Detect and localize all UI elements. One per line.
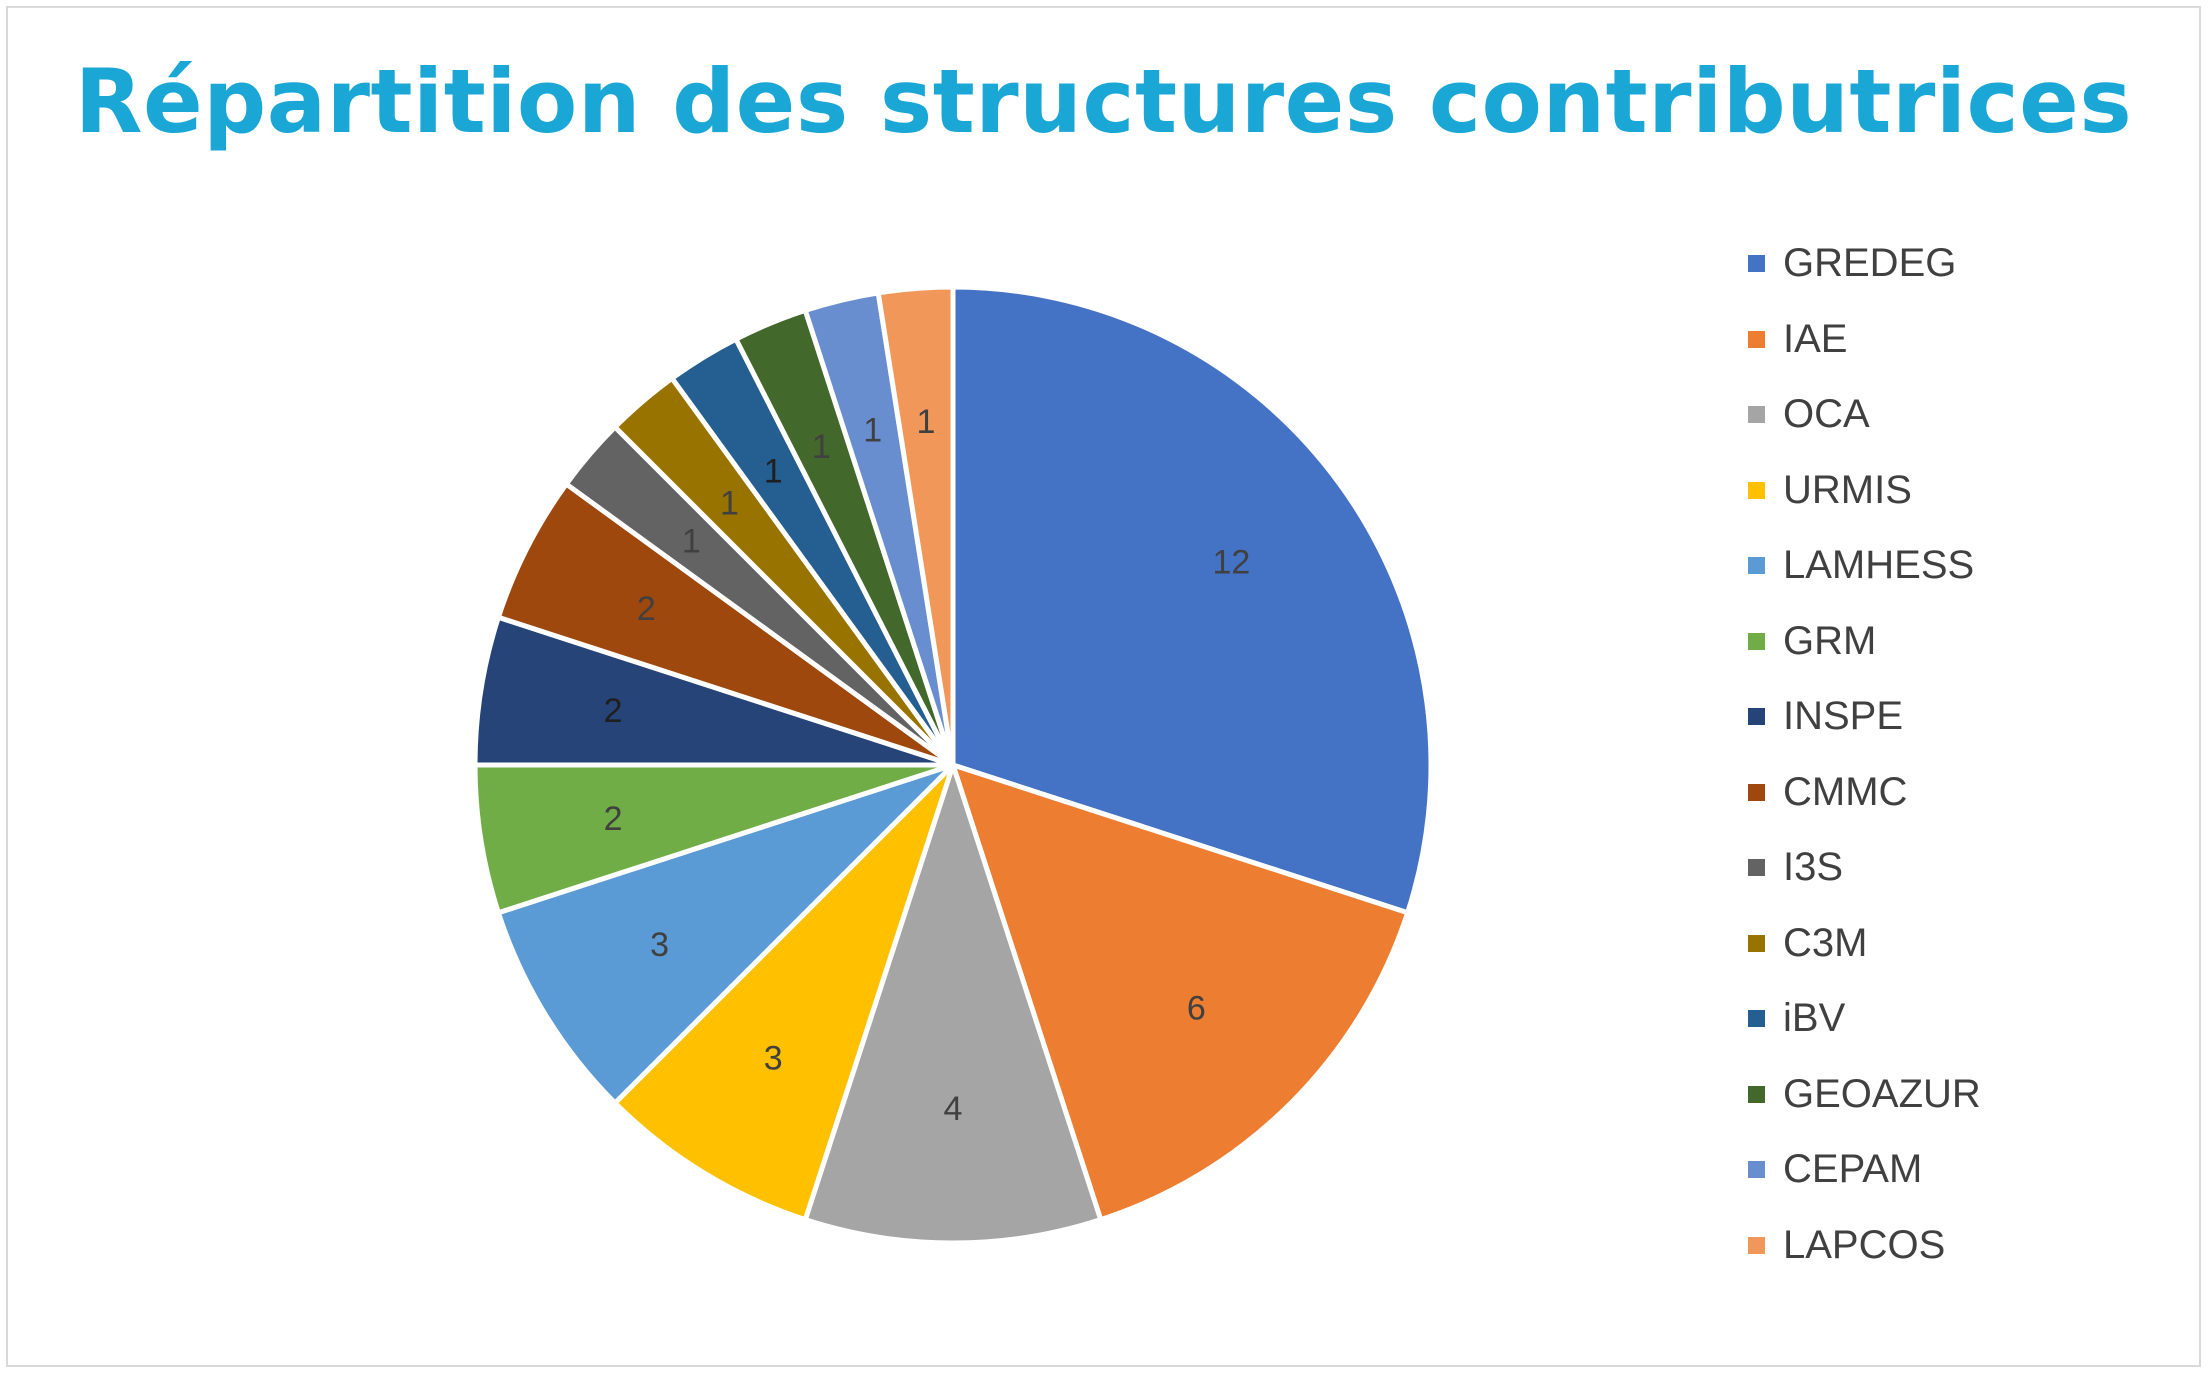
legend-swatch bbox=[1748, 406, 1765, 424]
data-label-lapcos: 1 bbox=[917, 403, 936, 441]
legend-item-cepam: CEPAM bbox=[1748, 1132, 1981, 1208]
data-label-ibv: 1 bbox=[764, 453, 783, 491]
legend-label: LAPCOS bbox=[1783, 1222, 1946, 1267]
legend-item-lamhess: LAMHESS bbox=[1748, 528, 1981, 604]
pie-slice-lapcos bbox=[875, 284, 956, 768]
data-label-c3m: 1 bbox=[720, 484, 739, 522]
legend-item-ibv: iBV bbox=[1748, 981, 1981, 1057]
pie-slice-urmis bbox=[612, 762, 956, 1223]
legend-label: CMMC bbox=[1783, 769, 1908, 814]
legend-swatch bbox=[1748, 1085, 1765, 1103]
legend-label: URMIS bbox=[1783, 467, 1912, 512]
data-label-i3s: 1 bbox=[682, 522, 701, 560]
legend-item-gredeg: GREDEG bbox=[1748, 226, 1981, 302]
legend-label: GEOAZUR bbox=[1783, 1071, 1981, 1116]
pie-slice-cmmc bbox=[495, 481, 956, 768]
legend-item-grm: GRM bbox=[1748, 604, 1981, 680]
data-label-gredeg: 12 bbox=[1213, 544, 1251, 582]
data-label-cepam: 1 bbox=[863, 411, 882, 449]
legend-item-iae: IAE bbox=[1748, 302, 1981, 378]
data-label-lamhess: 3 bbox=[650, 926, 669, 964]
legend-label: INSPE bbox=[1783, 694, 1904, 739]
legend-swatch bbox=[1748, 783, 1765, 801]
chart-title: Répartition des structures contributrice… bbox=[74, 50, 2133, 153]
legend-swatch bbox=[1748, 1161, 1765, 1179]
pie-slice-iae bbox=[950, 762, 1411, 1223]
legend-item-i3s: I3S bbox=[1748, 830, 1981, 906]
pie-slice-oca bbox=[802, 762, 1104, 1246]
legend-label: OCA bbox=[1783, 392, 1870, 437]
legend-label: GREDEG bbox=[1783, 241, 1957, 286]
data-label-urmis: 3 bbox=[764, 1039, 783, 1077]
legend-item-c3m: C3M bbox=[1748, 906, 1981, 982]
legend-label: C3M bbox=[1783, 920, 1868, 965]
data-label-iae: 6 bbox=[1187, 989, 1206, 1027]
legend-swatch bbox=[1748, 1010, 1765, 1028]
legend-label: I3S bbox=[1783, 845, 1844, 890]
legend-swatch bbox=[1748, 859, 1765, 877]
legend-swatch bbox=[1748, 632, 1765, 650]
legend-swatch bbox=[1748, 481, 1765, 499]
legend-item-geoazur: GEOAZUR bbox=[1748, 1057, 1981, 1133]
legend-swatch bbox=[1748, 330, 1765, 348]
legend-label: IAE bbox=[1783, 316, 1848, 361]
legend-item-cmmc: CMMC bbox=[1748, 755, 1981, 831]
legend-item-oca: OCA bbox=[1748, 377, 1981, 453]
legend-label: iBV bbox=[1783, 996, 1846, 1041]
legend-swatch bbox=[1748, 255, 1765, 273]
legend-swatch bbox=[1748, 557, 1765, 575]
pie-slice-grm bbox=[472, 762, 956, 916]
pie-slice-gredeg bbox=[950, 284, 1434, 916]
data-label-grm: 2 bbox=[604, 800, 623, 838]
legend: GREDEG IAE OCA URMIS LAMHESS GRM INSPE CMMC I3S C… bbox=[1748, 226, 1981, 1283]
legend-swatch bbox=[1748, 934, 1765, 952]
data-label-geoazur: 1 bbox=[812, 428, 831, 466]
data-label-cmmc: 2 bbox=[637, 590, 656, 628]
pie-slice-lamhess bbox=[495, 762, 956, 1106]
legend-swatch bbox=[1748, 708, 1765, 726]
legend-item-lapcos: LAPCOS bbox=[1748, 1208, 1981, 1284]
data-label-inspe: 2 bbox=[604, 692, 623, 730]
data-label-oca: 4 bbox=[944, 1090, 963, 1128]
legend-item-inspe: INSPE bbox=[1748, 679, 1981, 755]
legend-label: GRM bbox=[1783, 618, 1877, 663]
legend-item-urmis: URMIS bbox=[1748, 453, 1981, 529]
legend-label: CEPAM bbox=[1783, 1147, 1923, 1192]
legend-label: LAMHESS bbox=[1783, 543, 1975, 588]
legend-swatch bbox=[1748, 1236, 1765, 1254]
